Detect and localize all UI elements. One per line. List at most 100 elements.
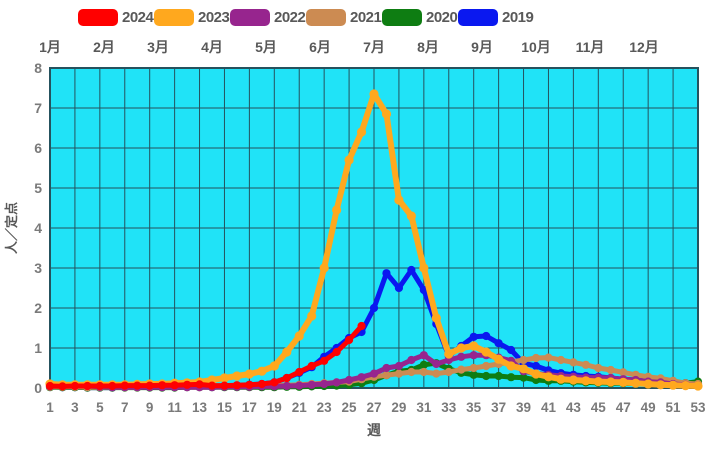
y-tick-label: 0 — [34, 380, 42, 396]
y-tick-label: 7 — [34, 100, 42, 116]
legend-swatch-2024 — [78, 9, 118, 26]
x-axis-title: 週 — [367, 422, 381, 438]
legend-label: 2019 — [502, 9, 534, 26]
x-tick-label: 33 — [441, 400, 457, 415]
series-2020-point — [419, 360, 428, 369]
series-2024-point — [45, 381, 55, 391]
legend-item-2023: 2023 — [154, 9, 230, 26]
x-tick-label: 11 — [167, 400, 182, 415]
series-2024-point — [158, 381, 167, 390]
series-2024-point — [320, 356, 329, 365]
series-2023-point — [219, 373, 230, 383]
month-label-7: 7月 — [363, 39, 385, 55]
series-2023-point — [356, 127, 367, 137]
legend-swatch-2019 — [458, 9, 498, 26]
series-2023-point — [618, 377, 628, 387]
series-2023-point — [469, 341, 479, 351]
legend-label: 2024 — [122, 9, 154, 26]
series-2022-point — [432, 359, 441, 369]
x-tick-label: 41 — [541, 400, 557, 415]
x-tick-label: 5 — [96, 400, 104, 415]
month-labels-row: 1月 2月 3月 4月 5月 6月 7月 8月 9月 10月 11月 12月 — [0, 37, 708, 55]
series-2023-point — [543, 372, 554, 382]
month-label-1: 1月 — [39, 39, 61, 55]
series-2024-point — [170, 381, 179, 390]
y-tick-label: 8 — [34, 60, 42, 76]
series-2023-point — [294, 331, 304, 341]
series-2021-point — [469, 363, 478, 373]
series-2022-point — [394, 361, 404, 371]
series-2023-point — [232, 371, 242, 381]
y-tick-label: 6 — [34, 140, 42, 156]
series-2021-point — [619, 368, 628, 377]
series-2023-point — [282, 347, 292, 357]
y-tick-label: 1 — [34, 340, 42, 356]
series-2024-point — [270, 378, 279, 387]
legend-swatch-2022 — [230, 9, 270, 26]
series-2024-point — [257, 379, 266, 389]
series-2022-point — [419, 351, 428, 360]
series-2021-point — [581, 360, 590, 369]
series-2023-point — [593, 377, 603, 387]
month-label-9: 9月 — [471, 39, 493, 55]
month-label-11: 11月 — [575, 39, 605, 55]
x-tick-label: 9 — [146, 400, 154, 415]
series-2023-point — [269, 361, 279, 371]
series-2020-point — [482, 371, 491, 381]
series-2023-point — [406, 211, 416, 221]
series-2021-point — [569, 358, 578, 367]
legend: 2024 2023 2022 2021 2020 2019 — [78, 9, 534, 26]
x-tick-label: 47 — [616, 400, 631, 415]
series-2022-point — [457, 352, 466, 361]
series-2023-point — [257, 366, 267, 376]
series-2024-point — [357, 321, 366, 331]
x-tick-label: 3 — [71, 400, 79, 415]
month-label-5: 5月 — [255, 39, 277, 55]
x-tick-label: 15 — [217, 400, 233, 415]
series-2022-point — [332, 378, 341, 387]
series-2024-point — [220, 381, 229, 390]
series-2023-point — [568, 375, 578, 385]
x-tick-label: 31 — [416, 400, 432, 415]
series-2020-point — [494, 371, 503, 381]
month-label-3: 3月 — [147, 39, 169, 55]
x-tick-label: 25 — [342, 400, 358, 415]
series-2020-point — [519, 373, 528, 382]
legend-item-2019: 2019 — [458, 9, 534, 26]
series-2020-point — [506, 373, 516, 382]
y-tick-label: 5 — [34, 180, 42, 196]
series-2023-point — [319, 263, 329, 273]
x-tick-label: 51 — [666, 400, 682, 415]
series-2021-point — [606, 365, 615, 375]
series-2022-point — [407, 355, 416, 365]
x-tick-label: 21 — [292, 400, 308, 415]
series-2019-point — [382, 269, 391, 278]
series-2024-point — [182, 380, 192, 389]
legend-label: 2020 — [426, 9, 458, 26]
series-2023-point — [244, 369, 254, 379]
series-2023-point — [381, 109, 392, 119]
x-tick-label: 45 — [591, 400, 607, 415]
series-2019-point — [407, 265, 416, 275]
series-2023-point — [531, 369, 541, 379]
series-2024-point — [295, 367, 304, 377]
series-2019-point — [369, 303, 379, 313]
series-2024-point — [108, 381, 117, 391]
series-2023-point — [369, 89, 379, 99]
legend-item-2021: 2021 — [306, 9, 382, 26]
x-tick-label: 17 — [242, 400, 257, 415]
x-tick-label: 1 — [46, 400, 54, 415]
month-label-10: 10月 — [521, 39, 551, 55]
y-tick-label: 3 — [34, 260, 42, 276]
x-tick-label: 43 — [566, 400, 582, 415]
series-2021-point — [556, 355, 566, 365]
legend-label: 2021 — [350, 9, 382, 26]
series-2022-point — [307, 380, 316, 389]
series-2023-point — [431, 313, 441, 323]
series-2019-point — [494, 339, 503, 348]
series-2023-point — [643, 379, 653, 389]
series-2019-point — [394, 283, 404, 293]
month-label-2: 2月 — [93, 39, 115, 55]
